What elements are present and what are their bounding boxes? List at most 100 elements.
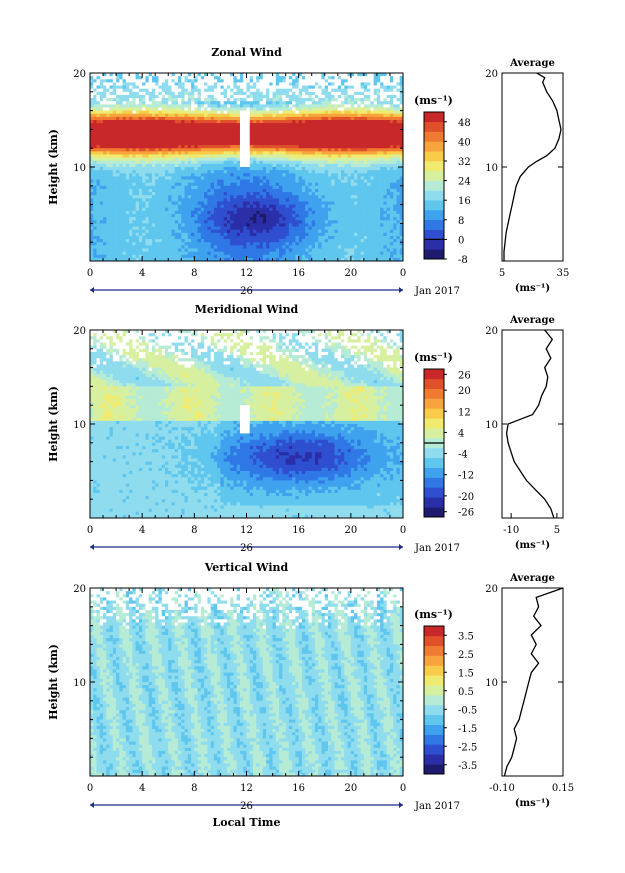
heatmap-cell [272,217,277,221]
heatmap-cell [171,223,176,227]
heatmap-cell [318,151,322,155]
heatmap-cell [148,217,153,221]
heatmap-cell [266,198,270,202]
heatmap-cell [116,88,120,93]
heatmap-cell [292,73,296,77]
heatmap-cell [341,154,345,158]
heatmap-cell [135,182,140,187]
heatmap-cell [116,135,120,140]
heatmap-cell [151,182,156,187]
heatmap-cell [337,76,342,80]
heatmap-cell [125,145,130,149]
heatmap-cell [266,226,270,231]
heatmap-cell [282,229,287,234]
heatmap-cell [132,185,137,190]
heatmap-cell [331,120,335,124]
heatmap-cell [164,132,169,137]
heatmap-cell [314,110,319,115]
heatmap-cell [233,179,238,184]
heatmap-cell [350,192,355,196]
heatmap-cell [145,154,150,158]
heatmap-cell [161,217,166,221]
heatmap-cell [305,188,309,193]
heatmap-cell [207,245,212,249]
heatmap-cell [174,248,179,252]
heatmap-cell [354,135,358,140]
heatmap-cell [288,120,293,124]
heatmap-cell [138,204,143,209]
heatmap-cell [344,163,348,168]
heatmap-cell [301,141,306,146]
heatmap-cell [213,257,218,262]
heatmap-cell [194,138,198,143]
heatmap-cell [301,254,306,259]
heatmap-cell [233,220,238,224]
heatmap-cell [223,145,228,149]
heatmap-cell [314,220,319,224]
heatmap-cell [132,88,137,93]
heatmap-cell [161,132,166,137]
heatmap-cell [164,223,169,227]
heatmap-cell [223,104,228,108]
heatmap-cell [204,104,208,108]
heatmap-cell [275,154,280,158]
heatmap-cell [279,179,283,184]
heatmap-cell [292,173,296,177]
heatmap-cell [148,126,153,130]
heatmap-cell [151,116,156,121]
heatmap-cell [318,254,322,259]
heatmap-cell [344,88,348,93]
heatmap-cell [295,141,300,146]
heatmap-cell [187,173,192,177]
heatmap-cell [171,107,176,111]
heatmap-cell [357,120,362,124]
heatmap-cell [318,201,322,205]
heatmap-cell [308,145,313,149]
heatmap-cell [341,220,345,224]
heatmap-cell [90,132,94,137]
heatmap-cell [103,145,107,149]
heatmap-cell [96,185,101,190]
heatmap-cell [321,210,326,215]
heatmap-cell [246,138,251,143]
heatmap-cell [210,257,215,262]
heatmap-cell [305,116,309,121]
heatmap-cell [347,182,352,187]
heatmap-cell [174,145,179,149]
heatmap-cell [142,157,146,162]
heatmap-cell [230,226,234,231]
heatmap-cell [233,176,238,180]
heatmap-cell [151,123,156,127]
heatmap-cell [187,91,192,96]
heatmap-cell [334,223,339,227]
heatmap-cell [191,163,195,168]
heatmap-cell [119,148,123,152]
heatmap-cell [298,129,303,133]
heatmap-cell [129,104,133,108]
heatmap-cell [272,135,277,140]
heatmap-cell [314,170,319,174]
heatmap-cell [236,167,241,171]
heatmap-cell [174,179,179,184]
heatmap-cell [161,182,166,187]
heatmap-cell [275,123,280,127]
heatmap-cell [171,85,176,90]
heatmap-cell [269,141,273,146]
heatmap-cell [233,82,238,86]
heatmap-cell [116,85,120,90]
heatmap-cell [116,223,120,227]
heatmap-cell [142,198,146,202]
heatmap-cell [341,179,345,184]
heatmap-cell [288,98,293,102]
heatmap-cell [132,235,137,240]
heatmap-cell [161,129,166,133]
heatmap-cell [337,204,342,209]
heatmap-cell [178,182,182,187]
heatmap-cell [305,232,309,237]
heatmap-cell [96,110,101,115]
heatmap-cell [151,104,156,108]
heatmap-cell [269,120,273,124]
heatmap-cell [132,204,137,209]
heatmap-cell [279,138,283,143]
heatmap-cell [324,101,329,105]
